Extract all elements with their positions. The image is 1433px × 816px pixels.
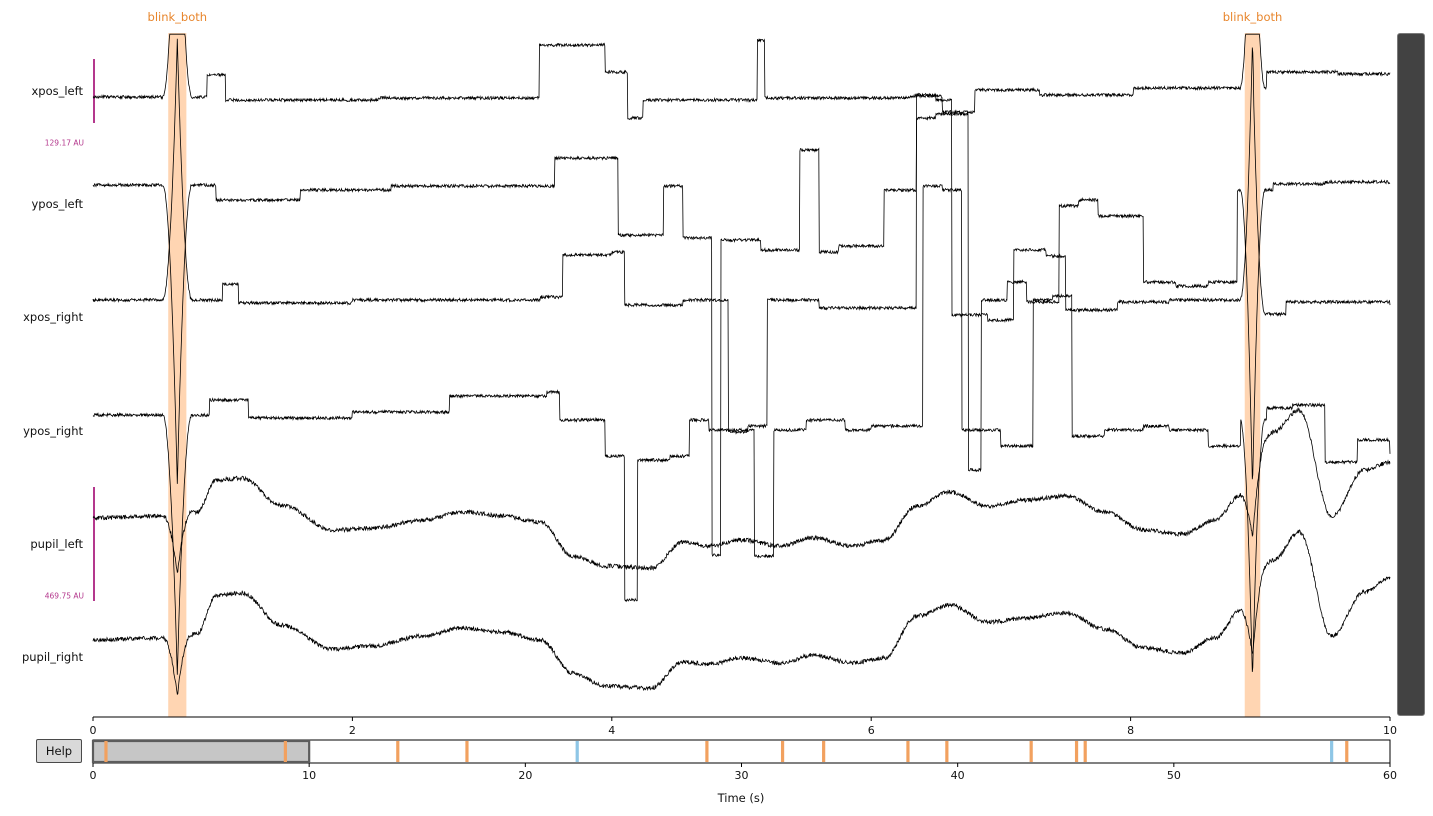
annotation-band-blink_both[interactable] (1244, 33, 1261, 717)
annotation-band-blink_both[interactable] (168, 33, 187, 717)
overview-annotation-mark (1029, 741, 1033, 762)
channel-label-ypos_right[interactable]: ypos_right (23, 424, 83, 438)
channel-label-xpos_left[interactable]: xpos_left (31, 84, 83, 98)
x-tick-label: 8 (1127, 724, 1135, 737)
annotation-label: blink_both (1222, 10, 1283, 24)
x-tick-label: 4 (608, 724, 616, 737)
overview-tick-label: 10 (302, 769, 317, 782)
overview-tick-label: 60 (1383, 769, 1397, 782)
scalebar-value: 129.17 AU (44, 138, 84, 148)
trace-pupil_left[interactable] (92, 407, 1391, 574)
overview-annotation-mark (104, 741, 108, 762)
overview-tick-label: 50 (1166, 769, 1181, 782)
overview-annotation-mark (1074, 741, 1079, 762)
overview-tick-label: 30 (734, 769, 749, 782)
overview-annotation-mark (465, 741, 469, 762)
overview-annotation-mark (906, 741, 910, 762)
overview-annotation-mark (822, 741, 826, 762)
channel-label-pupil_right[interactable]: pupil_right (21, 650, 83, 664)
overview-annotation-mark (283, 741, 287, 762)
trace-pupil_right[interactable] (92, 529, 1391, 695)
x-tick-label: 10 (1383, 724, 1397, 737)
overview-annotation-mark (945, 741, 949, 762)
trace-ypos_right[interactable] (92, 184, 1391, 675)
overview-tick-label: 20 (518, 769, 533, 782)
overview-tick-label: 40 (950, 769, 965, 782)
channel-label-xpos_right[interactable]: xpos_right (23, 310, 83, 324)
overview-annotation-mark (1345, 741, 1349, 762)
overview-annotation-mark (1330, 741, 1334, 762)
help-button[interactable]: Help (36, 739, 82, 763)
overview-tick-label: 0 (89, 769, 97, 782)
overview-annotation-mark (396, 741, 400, 762)
scalebar-value: 469.75 AU (44, 591, 84, 601)
trace-xpos_left[interactable] (92, 33, 1391, 121)
vertical-scrollbar[interactable] (1397, 33, 1425, 716)
trace-ypos_left[interactable] (92, 111, 1391, 557)
x-tick-label: 0 (89, 724, 97, 737)
overview-view-selection[interactable] (91, 739, 311, 764)
overview-annotation-mark (575, 741, 579, 762)
x-tick-label: 2 (348, 724, 356, 737)
trace-xpos_right[interactable] (92, 38, 1391, 435)
channel-label-ypos_left[interactable]: ypos_left (31, 197, 83, 211)
overview-annotation-mark (705, 741, 709, 762)
overview-annotation-mark (780, 741, 785, 762)
x-tick-label: 6 (867, 724, 875, 737)
annotation-label: blink_both (147, 10, 208, 24)
overview-annotation-mark (1083, 741, 1087, 762)
channel-label-pupil_left[interactable]: pupil_left (30, 537, 83, 551)
time-axis-label: Time (s) (717, 791, 765, 805)
